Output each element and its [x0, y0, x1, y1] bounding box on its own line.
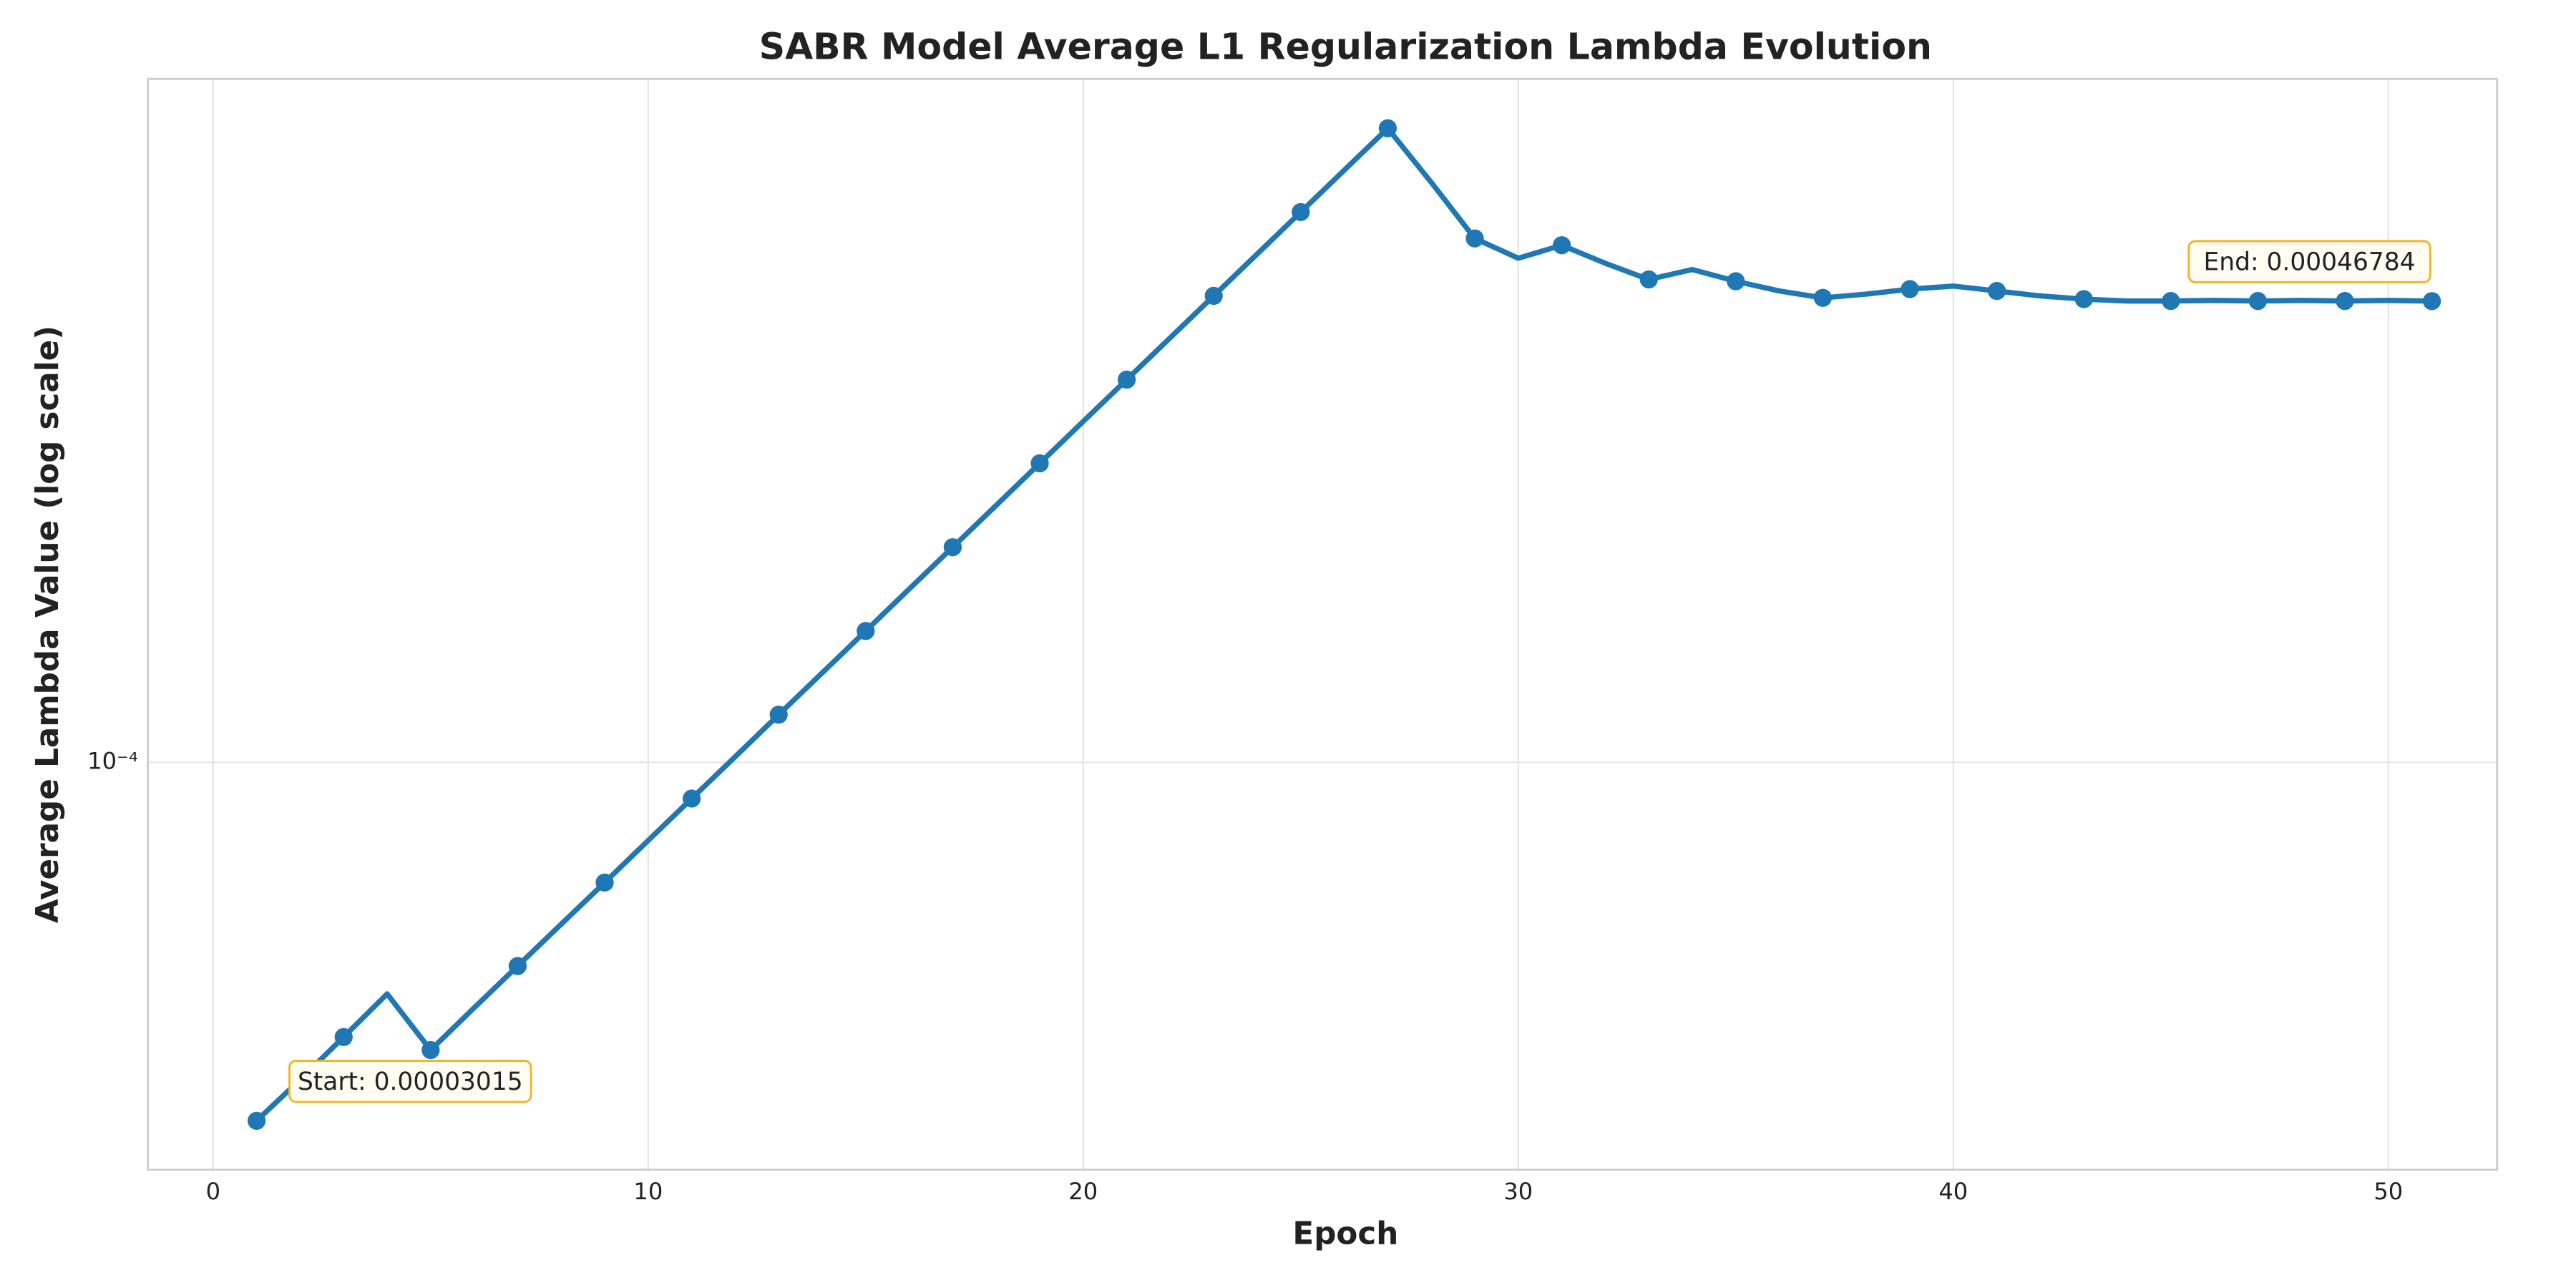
y-tick-label: 10⁻⁴	[87, 747, 138, 774]
data-point	[1639, 270, 1658, 289]
x-tick-label: 10	[633, 1178, 663, 1205]
data-point	[2422, 292, 2441, 311]
data-point	[1378, 119, 1397, 137]
data-point	[1813, 288, 1833, 307]
x-tick-label: 50	[2373, 1178, 2403, 1205]
plot-frame	[147, 77, 2499, 1171]
data-point	[1987, 282, 2006, 301]
data-point	[1727, 272, 1745, 291]
data-point	[943, 538, 962, 557]
data-point	[769, 706, 788, 724]
annotation: End: 0.00046784	[2204, 248, 2416, 277]
x-tick-label: 30	[1503, 1178, 1533, 1205]
y-axis-title: Average Lambda Value (log scale)	[30, 326, 66, 923]
data-point	[248, 1111, 266, 1130]
data-point	[508, 957, 527, 975]
data-point	[2162, 292, 2180, 311]
data-point	[1117, 370, 1136, 389]
annotation-box	[2187, 240, 2431, 283]
data-point	[2336, 292, 2354, 311]
data-point	[682, 789, 701, 808]
data-point	[857, 622, 875, 640]
x-tick-label: 0	[206, 1178, 220, 1205]
data-point	[2248, 292, 2268, 311]
data-line	[255, 125, 2432, 1123]
data-point	[595, 873, 614, 892]
annotation: Start: 0.00003015	[298, 1068, 523, 1096]
data-point	[1901, 280, 1919, 298]
x-axis-title: Epoch	[1292, 1216, 1398, 1252]
data-point	[1552, 236, 1571, 255]
annotation-box	[288, 1060, 532, 1103]
data-point	[1292, 203, 1310, 221]
data-point	[1204, 286, 1223, 306]
data-point	[1030, 454, 1049, 473]
x-tick-label: 20	[1068, 1178, 1098, 1205]
data-point	[1465, 229, 1484, 248]
x-tick-label: 40	[1938, 1178, 1968, 1205]
data-point	[2074, 290, 2093, 308]
chart-title: SABR Model Average L1 Regularization Lam…	[759, 25, 1932, 67]
data-point	[334, 1028, 353, 1046]
data-point	[421, 1040, 440, 1060]
